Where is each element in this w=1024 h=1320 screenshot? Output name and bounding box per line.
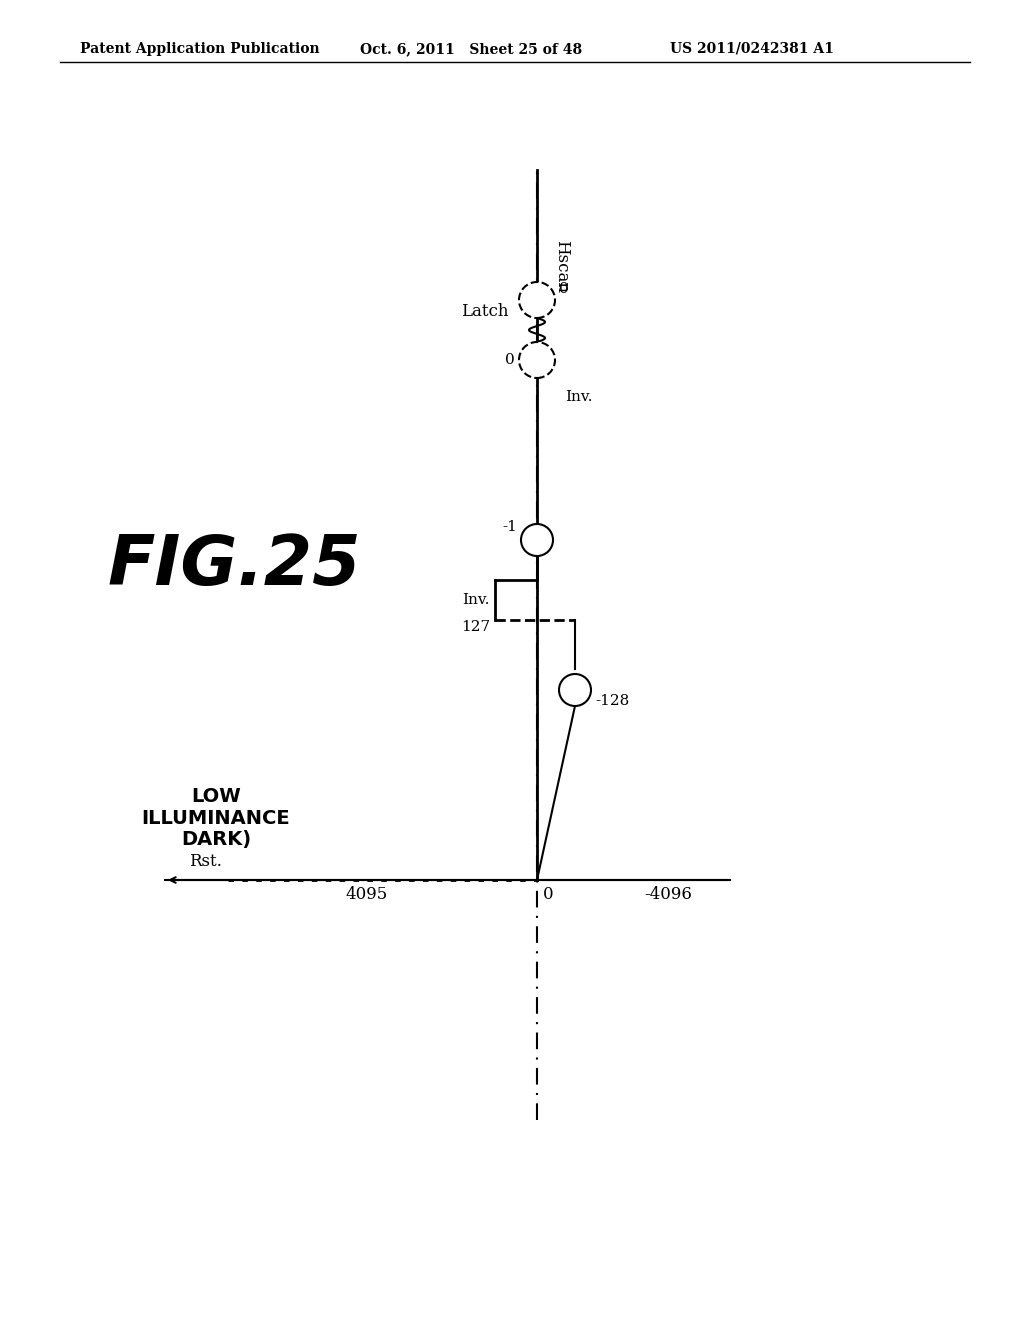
Text: Inv.: Inv.: [565, 389, 593, 404]
Text: LOW
ILLUMINANCE
DARK): LOW ILLUMINANCE DARK): [141, 787, 291, 850]
Text: Rst.: Rst.: [189, 853, 222, 870]
Text: Oct. 6, 2011   Sheet 25 of 48: Oct. 6, 2011 Sheet 25 of 48: [360, 42, 582, 55]
Text: Latch: Latch: [462, 304, 509, 319]
Text: 0: 0: [543, 886, 554, 903]
Circle shape: [559, 675, 591, 706]
Circle shape: [519, 342, 555, 378]
Text: -4096: -4096: [644, 886, 692, 903]
Text: 0: 0: [505, 352, 515, 367]
Text: 127: 127: [461, 620, 490, 634]
Text: -1: -1: [502, 520, 517, 535]
Text: Inv.: Inv.: [463, 593, 490, 607]
Text: -128: -128: [595, 694, 630, 708]
Text: Patent Application Publication: Patent Application Publication: [80, 42, 319, 55]
Text: 4095: 4095: [346, 886, 388, 903]
Text: 0: 0: [559, 282, 568, 296]
Circle shape: [519, 282, 555, 318]
Text: FIG.25: FIG.25: [108, 532, 361, 598]
Text: US 2011/0242381 A1: US 2011/0242381 A1: [670, 42, 834, 55]
Circle shape: [521, 524, 553, 556]
Text: Hscan: Hscan: [553, 240, 570, 293]
